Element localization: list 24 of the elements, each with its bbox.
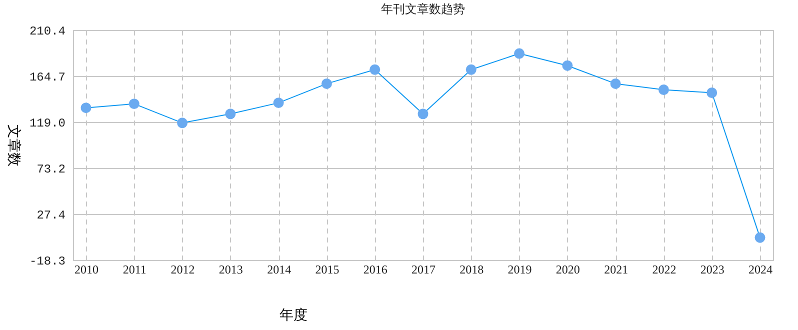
x-tick-label: 2024 [748, 262, 772, 276]
x-tick-label: 2017 [412, 262, 436, 276]
x-tick-label: 2012 [170, 262, 195, 276]
x-tick-label: 2010 [74, 262, 98, 276]
y-tick-label: 73.2 [36, 162, 66, 176]
x-tick-label: 2015 [315, 262, 340, 276]
x-axis-title: 年度 [280, 308, 308, 324]
x-tick-label: 2016 [363, 262, 388, 276]
y-tick-label: 164.7 [29, 70, 66, 84]
y-tick-label: 27.4 [36, 208, 66, 223]
x-tick-label: 2019 [508, 262, 532, 276]
y-axis-title: 文章数 [6, 124, 22, 166]
x-tick-label: 2022 [652, 262, 676, 276]
chart-title: 年刊文章数趋势 [381, 2, 465, 16]
y-tick-label: -18.3 [29, 254, 66, 268]
x-tick-label: 2014 [267, 262, 292, 276]
x-tick-label: 2011 [122, 262, 146, 276]
y-tick-label: 210.4 [29, 24, 66, 38]
x-tick-label: 2013 [218, 262, 243, 276]
x-tick-label: 2023 [700, 262, 724, 276]
x-tick-label: 2020 [556, 262, 580, 276]
y-tick-label: 119.0 [29, 116, 66, 130]
x-tick-label: 2018 [460, 262, 484, 276]
x-tick-label: 2021 [604, 262, 628, 276]
